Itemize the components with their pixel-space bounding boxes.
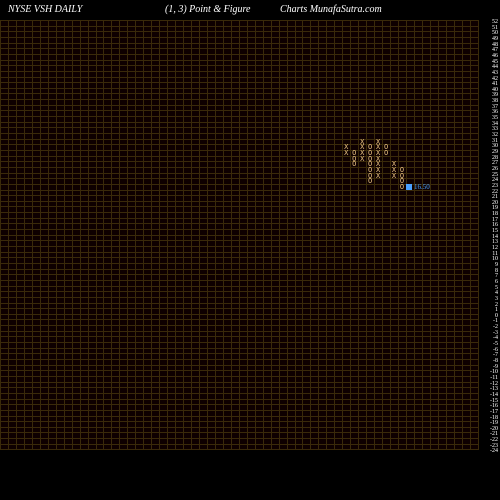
grid-line-v [151,20,152,450]
grid-line-v [390,20,391,450]
pnf-o-mark: O [366,178,374,184]
y-axis-tick: -24 [480,448,498,454]
grid-line-v [310,20,311,450]
grid-line-v [247,20,248,450]
grid-line-v [0,20,1,450]
y-axis-labels: 5251504948474645444342414039383736353433… [480,20,498,450]
chart-header: NYSE VSH DAILY (1, 3) Point & Figure Cha… [0,4,500,20]
grid-line-v [287,20,288,450]
grid-line-v [326,20,327,450]
price-marker-box [406,184,412,190]
chart-type-label: (1, 3) Point & Figure [165,4,250,15]
grid-line-v [175,20,176,450]
grid-line-v [454,20,455,450]
grid-line-v [191,20,192,450]
grid-line-v [127,20,128,450]
grid-line-v [96,20,97,450]
grid-line-v [366,20,367,450]
grid-line-v [88,20,89,450]
ticker-label: NYSE VSH DAILY [8,4,82,15]
grid-line-v [279,20,280,450]
grid-line-v [470,20,471,450]
grid-line-v [159,20,160,450]
grid-line-v [231,20,232,450]
grid-line-v [342,20,343,450]
grid-line-v [406,20,407,450]
grid-line-v [32,20,33,450]
grid-line-v [263,20,264,450]
grid-line-v [350,20,351,450]
grid-line-v [398,20,399,450]
grid-line-v [414,20,415,450]
grid-line-v [374,20,375,450]
grid-line-v [48,20,49,450]
current-price-marker: 16.50 [406,184,430,191]
grid-line-v [215,20,216,450]
grid-line-v [318,20,319,450]
grid-line-v [430,20,431,450]
price-marker-value: 16.50 [414,183,430,191]
grid-line-v [358,20,359,450]
pnf-x-mark: X [342,150,350,156]
grid-line-v [382,20,383,450]
grid-line-v [103,20,104,450]
grid-line-v [207,20,208,450]
grid-line-v [438,20,439,450]
grid-line-v [183,20,184,450]
pnf-x-mark: X [390,173,398,179]
grid-line-v [167,20,168,450]
grid-line-v [199,20,200,450]
pnf-chart: XXOOOXXXXOOOOOOOXXXXXXXOOXXXOOOO16.50 [0,20,478,450]
source-label: Charts MunafaSutra.com [280,4,382,15]
grid-line-v [239,20,240,450]
grid-line-v [271,20,272,450]
pnf-x-mark: X [374,173,382,179]
grid-line-v [255,20,256,450]
pnf-o-mark: O [382,150,390,156]
grid-line-v [462,20,463,450]
grid-line-v [64,20,65,450]
grid-line-v [8,20,9,450]
grid-line-v [80,20,81,450]
grid-line-v [135,20,136,450]
grid-line-v [143,20,144,450]
grid-line-v [446,20,447,450]
grid-line-v [24,20,25,450]
grid-line-v [111,20,112,450]
grid-line-v [302,20,303,450]
pnf-x-mark: X [358,156,366,162]
pnf-o-mark: O [398,184,406,190]
grid-line-v [72,20,73,450]
grid-line-v [119,20,120,450]
grid-line-v [422,20,423,450]
grid-line-v [16,20,17,450]
grid-line-v [295,20,296,450]
pnf-o-mark: O [350,161,358,167]
grid-line-v [478,20,479,450]
grid-line-v [334,20,335,450]
grid-line-v [40,20,41,450]
grid-line-v [56,20,57,450]
grid-line-v [223,20,224,450]
